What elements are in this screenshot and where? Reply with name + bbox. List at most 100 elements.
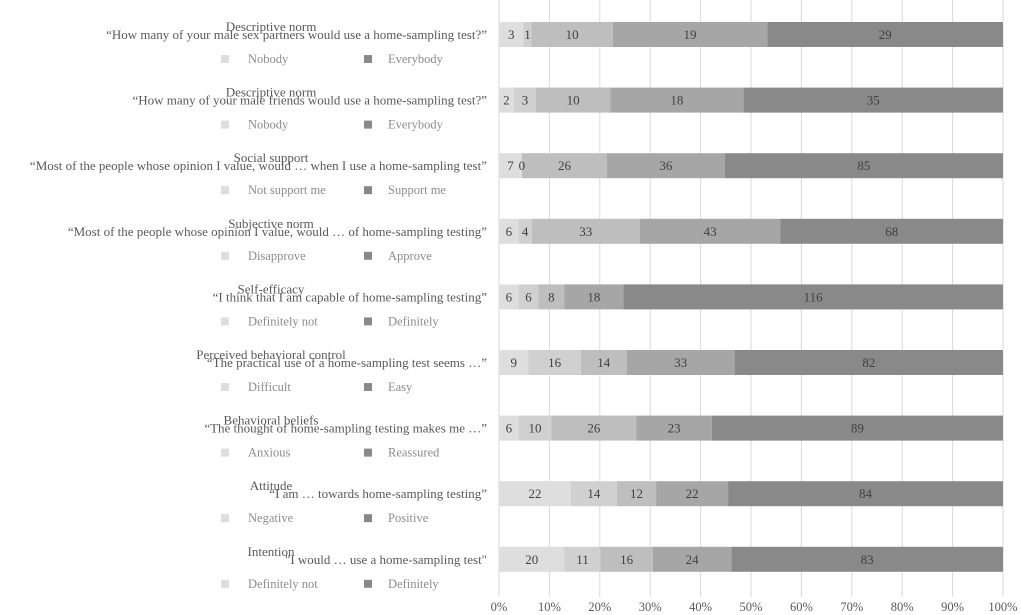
bar-value-label: 83 xyxy=(861,552,874,567)
category-title: Self-efficacy xyxy=(238,281,305,296)
bar-value-label: 19 xyxy=(684,27,697,42)
category-title: Social support xyxy=(234,150,309,165)
bar-segment xyxy=(499,284,519,310)
bar-segment xyxy=(499,415,519,441)
bar-value-label: 20 xyxy=(525,552,538,567)
bar-segment xyxy=(734,350,1003,375)
legend-low-label: Definitely not xyxy=(248,314,318,328)
legend-low-label: Difficult xyxy=(248,380,291,394)
bar-value-label: 29 xyxy=(879,27,892,42)
bar-value-label: 10 xyxy=(529,421,542,436)
bar-segment xyxy=(521,153,607,179)
bar-segment xyxy=(616,481,657,507)
legend-swatch-high xyxy=(364,383,372,391)
bar-segment xyxy=(499,87,514,113)
bar-value-label: 26 xyxy=(558,158,572,173)
bar-value-label: 33 xyxy=(579,224,592,239)
legend-low-label: Not support me xyxy=(248,183,326,197)
bar-segment xyxy=(499,22,524,47)
legend-high-label: Reassured xyxy=(388,446,440,460)
x-tick-label: 90% xyxy=(941,600,964,614)
x-tick-label: 50% xyxy=(740,600,763,614)
category-title: Subjective norm xyxy=(228,216,314,231)
legend-swatch-low xyxy=(221,317,229,326)
legend-high-label: Support me xyxy=(388,183,446,197)
bar-segment xyxy=(518,415,552,441)
bar-segment xyxy=(531,218,640,244)
category-question: “I am … towards home-sampling testing” xyxy=(269,486,487,501)
category-question: “How many of your male sex partners woul… xyxy=(106,27,487,42)
bar-segment xyxy=(536,87,611,113)
category-title: Intention xyxy=(248,544,295,559)
legend-low-label: Negative xyxy=(248,511,294,525)
bar-value-label: 23 xyxy=(668,421,681,436)
category-title: Attitude xyxy=(250,478,293,493)
bar-value-label: 1 xyxy=(524,27,531,42)
bar-segment xyxy=(724,153,1003,179)
bar-segment xyxy=(499,350,529,375)
bar-value-label: 11 xyxy=(576,552,589,567)
bar-segment xyxy=(610,87,744,113)
bar-segment xyxy=(523,22,532,47)
legend-swatch-high xyxy=(364,55,372,63)
legend-swatch-low xyxy=(221,383,229,391)
x-tick-label: 10% xyxy=(538,600,561,614)
bar-value-label: 18 xyxy=(587,289,600,304)
bar-value-label: 2 xyxy=(503,93,510,108)
x-tick-label: 60% xyxy=(790,600,813,614)
bar-value-label: 4 xyxy=(522,224,529,239)
legend-high-label: Everybody xyxy=(388,118,444,132)
bar-value-label: 35 xyxy=(867,93,880,108)
bar-segment xyxy=(551,415,637,441)
x-tick-label: 30% xyxy=(639,600,662,614)
bar-segment xyxy=(518,284,539,310)
bar-segment xyxy=(626,350,735,375)
bar-segment xyxy=(639,218,781,244)
bar-segment xyxy=(656,481,729,507)
legend-high-label: Approve xyxy=(388,249,432,263)
legend-high-label: Easy xyxy=(388,380,413,394)
bar-value-label: 6 xyxy=(506,289,513,304)
bar-value-label: 22 xyxy=(686,486,699,501)
bar-value-label: 0 xyxy=(519,158,526,173)
bar-value-label: 10 xyxy=(566,27,579,42)
category-title: Behavioral beliefs xyxy=(224,413,319,428)
category-question: “Most of the people whose opinion I valu… xyxy=(30,158,487,173)
legend-swatch-high xyxy=(364,186,372,195)
legend-swatch-high xyxy=(364,317,372,326)
bar-segment xyxy=(571,481,617,507)
bar-segment xyxy=(612,22,768,47)
bar-value-label: 82 xyxy=(862,355,875,370)
bar-value-label: 14 xyxy=(597,355,611,370)
legend-swatch-high xyxy=(364,514,372,523)
bar-segment xyxy=(636,415,712,441)
bar-value-label: 6 xyxy=(506,224,513,239)
bar-value-label: 12 xyxy=(630,486,643,501)
bar-segment xyxy=(731,546,1003,572)
bar-segment xyxy=(728,481,1003,507)
legend-swatch-high xyxy=(364,251,372,260)
x-tick-label: 80% xyxy=(891,600,914,614)
bar-segment xyxy=(743,87,1003,113)
legend-swatch-low xyxy=(221,579,229,588)
bar-value-label: 9 xyxy=(510,355,517,370)
x-tick-label: 0% xyxy=(491,600,508,614)
legend-swatch-low xyxy=(221,251,229,260)
bar-segment xyxy=(499,218,519,244)
bar-value-label: 8 xyxy=(548,289,555,304)
bar-segment xyxy=(513,87,537,113)
x-tick-label: 40% xyxy=(689,600,712,614)
bar-value-label: 18 xyxy=(670,93,683,108)
bar-value-label: 33 xyxy=(674,355,687,370)
bar-segment xyxy=(499,546,565,572)
bar-segment xyxy=(767,22,1003,47)
bar-value-label: 36 xyxy=(659,158,673,173)
legend-low-label: Nobody xyxy=(248,52,289,66)
legend-high-label: Definitely xyxy=(388,314,439,328)
bar-value-label: 10 xyxy=(567,93,580,108)
bar-value-label: 16 xyxy=(620,552,634,567)
legend-swatch-high xyxy=(364,120,372,129)
bar-value-label: 26 xyxy=(587,421,601,436)
legend-swatch-low xyxy=(221,448,229,457)
